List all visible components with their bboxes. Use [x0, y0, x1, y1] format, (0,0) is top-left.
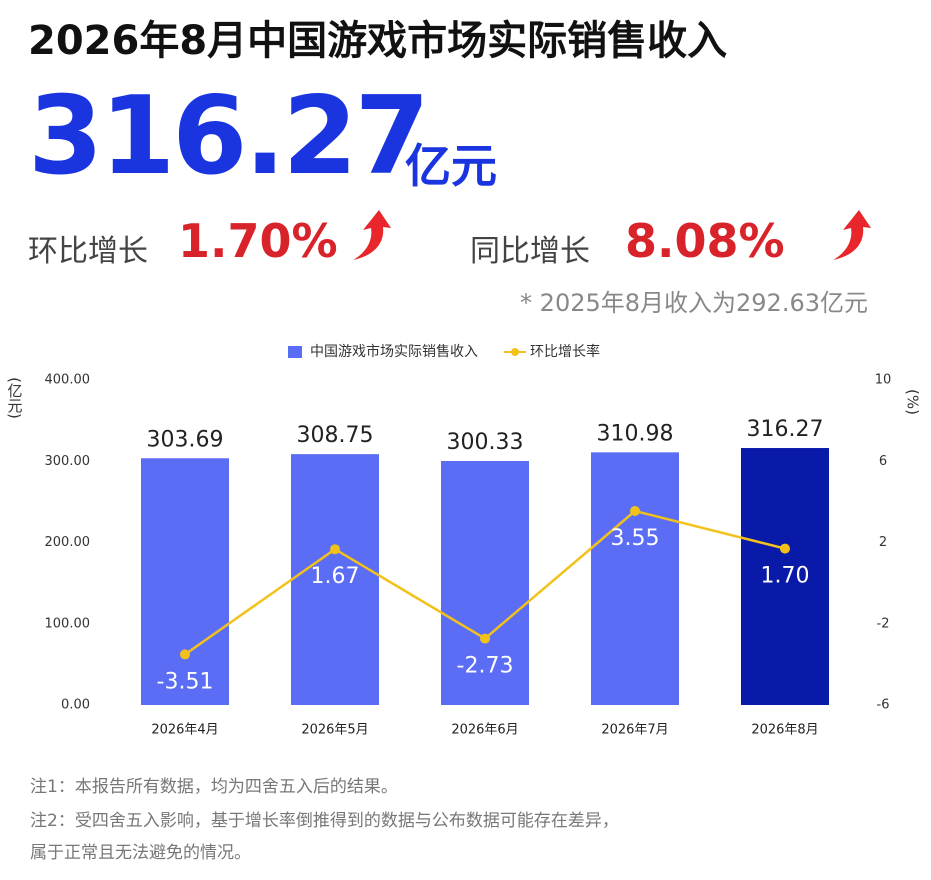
x-tick-label: 2026年4月: [151, 723, 218, 738]
mom-value: 1.70%: [178, 214, 338, 268]
x-tick-label: 2026年5月: [301, 723, 368, 738]
y2-tick-label: 6: [879, 454, 887, 469]
note: 注1：本报告所有数据，均为四舍五入后的结果。: [30, 777, 398, 797]
y2-axis-label: (%): [904, 389, 922, 415]
x-tick-label: 2026年7月: [601, 723, 668, 738]
line-point: [480, 633, 490, 644]
y-tick-label: 400.00: [45, 373, 91, 388]
line-value-label: -3.51: [157, 669, 214, 694]
headline-unit: 亿元: [405, 139, 497, 193]
line-point: [630, 506, 640, 517]
x-tick-label: 2026年6月: [451, 723, 518, 738]
note: 属于正常且无法避免的情况。: [30, 843, 251, 863]
bar: [291, 454, 379, 705]
y-tick-label: 0.00: [61, 698, 90, 713]
bar-value-label: 303.69: [147, 427, 224, 452]
line-point: [780, 543, 790, 554]
bar-value-label: 308.75: [297, 423, 374, 448]
line-value-label: -2.73: [457, 654, 514, 679]
mom-label: 环比增长: [28, 234, 148, 269]
legend-swatch: [511, 348, 519, 356]
line-point: [330, 544, 340, 555]
legend-label: 中国游戏市场实际销售收入: [310, 343, 478, 360]
y2-tick-label: -2: [877, 616, 890, 631]
y-tick-label: 200.00: [45, 535, 91, 550]
yoy-label: 同比增长: [470, 234, 590, 269]
chart: (亿元) (%) 0.00 100.00 200.00 300.00 400.00 -6 -2 2…: [6, 343, 922, 738]
arrow-up: [833, 210, 871, 260]
headline-value: 316.27: [28, 74, 430, 199]
y-tick-label: 100.00: [45, 616, 91, 631]
bar: [441, 460, 529, 705]
x-tick-label: 2026年8月: [751, 723, 818, 738]
note: 注2：受四舍五入影响，基于增长率倒推得到的数据与公布数据可能存在差异，: [30, 811, 619, 831]
y2-tick-label: 10: [875, 373, 892, 388]
bar-value-label: 300.33: [447, 430, 524, 455]
legend-label: 环比增长率: [530, 343, 600, 360]
y2-tick-label: 2: [879, 535, 887, 550]
line-point: [180, 649, 190, 660]
line-value-label: 3.55: [611, 526, 660, 551]
legend-swatch: [288, 346, 302, 358]
y-tick-label: 300.00: [45, 454, 91, 469]
bar: [141, 458, 229, 705]
y-axis-label: (亿元): [6, 377, 24, 419]
prior-note: * 2025年8月收入为292.63亿元: [520, 289, 868, 317]
line-value-label: 1.70: [761, 564, 810, 589]
bar-value-label: 310.98: [597, 421, 674, 446]
arrow-up: [353, 210, 391, 260]
bar: [591, 452, 679, 705]
title: 2026年8月中国游戏市场实际销售收入: [28, 18, 728, 64]
line-value-label: 1.67: [311, 564, 360, 589]
bar-value-label: 316.27: [747, 417, 824, 442]
bar: [741, 448, 829, 705]
yoy-value: 8.08%: [625, 214, 785, 268]
y2-tick-label: -6: [877, 698, 890, 713]
